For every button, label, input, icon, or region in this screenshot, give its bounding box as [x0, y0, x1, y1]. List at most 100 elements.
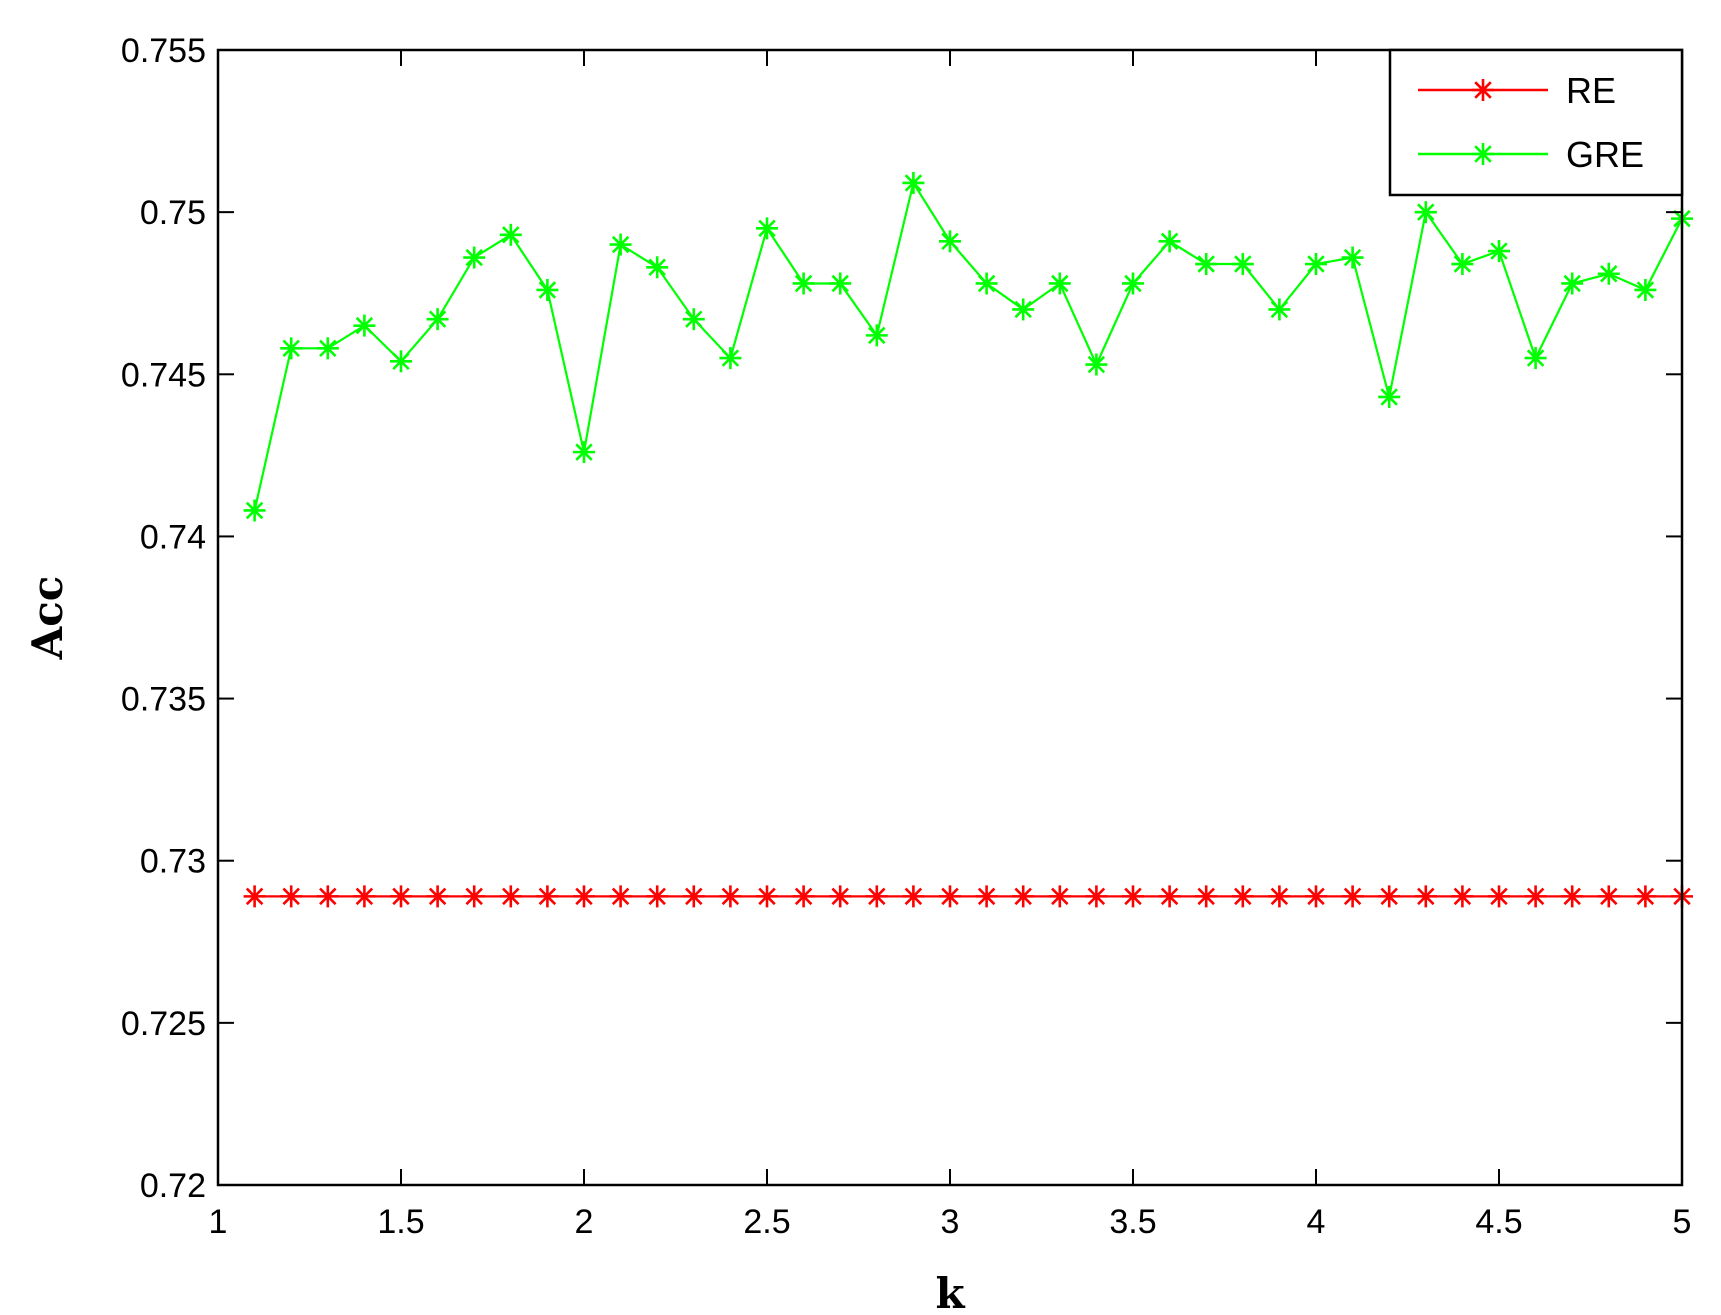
data-point-re — [1524, 885, 1547, 908]
data-point-re — [499, 885, 522, 908]
data-point-gre — [609, 233, 632, 256]
data-point-gre — [646, 256, 669, 279]
plot-background — [218, 50, 1682, 1185]
data-point-gre — [1012, 298, 1035, 321]
data-point-gre — [719, 347, 742, 370]
x-tick-label: 3.5 — [1109, 1203, 1156, 1241]
data-point-re — [536, 885, 559, 908]
series-line-gre — [253, 180, 1683, 511]
legend-box — [1388, 48, 1684, 197]
series-layer — [243, 171, 1693, 908]
data-point-gre — [1195, 253, 1218, 276]
legend-item-re: RE — [1418, 70, 1616, 111]
data-point-gre — [1597, 262, 1620, 285]
legend-marker-gre — [1472, 143, 1494, 165]
data-point-re — [902, 885, 925, 908]
data-point-re — [316, 885, 339, 908]
data-point-gre — [1634, 278, 1657, 301]
data-point-gre — [426, 308, 449, 331]
data-point-gre — [756, 217, 778, 240]
data-point-re — [1561, 885, 1584, 908]
data-point-gre — [1414, 201, 1437, 224]
axes: 1 1.5 2 2.5 3 3.5 4 4.5 5 0.72 0.725 0.73 0.735 0.74 0… — [121, 32, 1692, 1241]
data-point-gre — [792, 272, 815, 295]
x-tick-label: 4 — [1307, 1203, 1326, 1241]
x-tick-label: 2 — [575, 1203, 594, 1241]
y-tick-label: 0.74 — [140, 518, 206, 556]
data-point-re — [426, 885, 449, 908]
data-point-re — [463, 885, 486, 908]
data-point-gre — [1048, 272, 1071, 295]
data-point-gre — [682, 308, 705, 331]
data-point-re — [1414, 885, 1437, 908]
data-point-gre — [536, 278, 559, 301]
data-point-re — [646, 885, 669, 908]
data-point-gre — [316, 337, 339, 360]
legend-items: RE GRE — [1418, 70, 1644, 175]
data-point-re — [390, 885, 412, 908]
data-point-re — [1305, 885, 1327, 908]
data-point-gre — [280, 337, 303, 360]
data-point-re — [280, 885, 303, 908]
data-point-gre — [1524, 347, 1547, 370]
data-point-gre — [1085, 353, 1108, 376]
data-point-gre — [1231, 253, 1254, 276]
data-point-re — [756, 885, 778, 908]
data-point-re — [829, 885, 852, 908]
data-point-re — [1341, 885, 1364, 908]
data-point-re — [792, 885, 815, 908]
data-point-gre — [499, 223, 522, 246]
data-point-re — [975, 885, 998, 908]
y-tick-label: 0.755 — [121, 32, 206, 70]
y-tick-label: 0.735 — [121, 681, 206, 719]
x-tick-label: 2.5 — [743, 1203, 790, 1241]
data-point-re — [1268, 885, 1291, 908]
data-point-gre — [865, 324, 888, 347]
y-axis-title: Acc — [23, 576, 72, 661]
data-point-re — [1488, 885, 1510, 908]
data-point-gre — [902, 171, 925, 194]
data-point-re — [1378, 885, 1401, 908]
data-point-re — [353, 885, 376, 908]
data-point-gre — [390, 350, 412, 373]
data-point-re — [573, 885, 595, 908]
data-point-gre — [1268, 298, 1291, 321]
data-point-gre — [353, 314, 376, 337]
x-axis-title: k — [935, 1269, 965, 1315]
legend-marker-re — [1472, 79, 1494, 101]
data-point-gre — [1305, 253, 1327, 276]
data-point-re — [1085, 885, 1108, 908]
x-tick-label: 3 — [941, 1203, 960, 1241]
data-point-gre — [975, 272, 998, 295]
data-point-gre — [1122, 272, 1144, 295]
plot-area — [218, 50, 1682, 1185]
data-point-gre — [1158, 230, 1181, 253]
data-point-re — [1158, 885, 1181, 908]
x-tick-label: 1 — [209, 1203, 228, 1241]
legend-label-re: RE — [1566, 70, 1616, 111]
data-point-gre — [1488, 240, 1510, 263]
data-point-gre — [829, 272, 852, 295]
data-point-gre — [243, 499, 266, 522]
data-point-gre — [1341, 246, 1364, 269]
data-point-re — [1048, 885, 1071, 908]
y-tick-label: 0.72 — [140, 1167, 206, 1205]
data-point-re — [719, 885, 742, 908]
data-point-gre — [1378, 385, 1401, 408]
y-tick-label: 0.745 — [121, 356, 206, 394]
data-point-gre — [1451, 253, 1474, 276]
data-point-re — [1634, 885, 1657, 908]
data-point-re — [1122, 885, 1144, 908]
data-point-re — [609, 885, 632, 908]
data-point-gre — [463, 246, 486, 269]
data-point-re — [1231, 885, 1254, 908]
y-tick-label: 0.75 — [140, 194, 206, 232]
legend-label-gre: GRE — [1566, 134, 1644, 175]
legend: RE GRE — [1388, 48, 1684, 197]
data-point-re — [1597, 885, 1620, 908]
data-point-re — [1012, 885, 1035, 908]
data-point-re — [939, 885, 961, 908]
y-tick-label: 0.725 — [121, 1005, 206, 1043]
legend-item-gre: GRE — [1418, 134, 1644, 175]
